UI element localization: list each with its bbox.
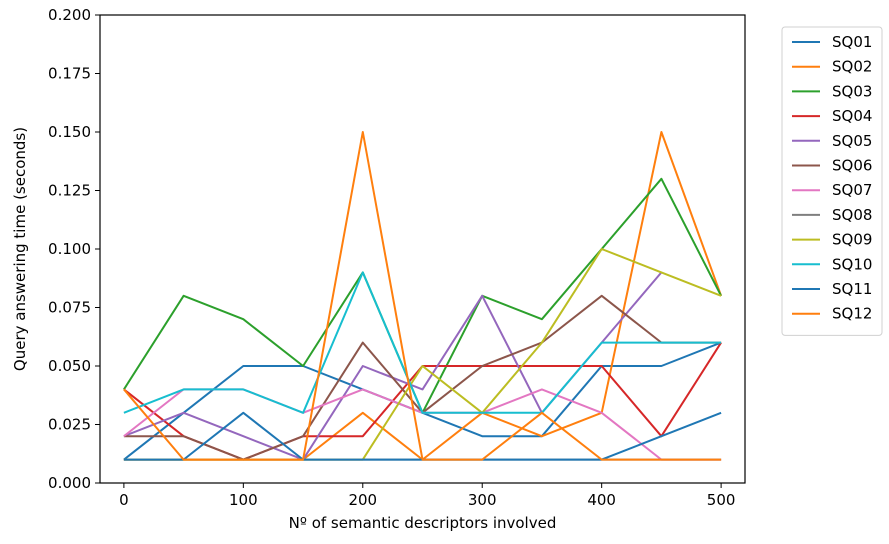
y-tick-label: 0.050 — [48, 357, 91, 375]
series-line-sq03 — [123, 177, 722, 414]
y-tick-label: 0.000 — [48, 474, 91, 492]
y-tick-label: 0.150 — [48, 123, 91, 141]
y-axis: 0.000 0.025 0.050 0.075 0.100 0.125 0.150 0.175… — [48, 6, 100, 492]
legend-label-sq12: SQ12 — [832, 305, 872, 323]
x-tick-label: 400 — [587, 491, 616, 509]
x-tick-label: 0 — [119, 491, 129, 509]
series-line-sq09 — [123, 248, 722, 461]
legend-label-sq11: SQ11 — [832, 280, 872, 298]
x-tick-label: 300 — [468, 491, 497, 509]
y-axis-label: Query answering time (seconds) — [11, 127, 29, 371]
x-tick-label: 500 — [707, 491, 736, 509]
legend-label-sq08: SQ08 — [832, 206, 872, 224]
y-tick-label: 0.125 — [48, 182, 91, 200]
x-tick-label: 200 — [348, 491, 377, 509]
legend-label-sq09: SQ09 — [832, 231, 872, 249]
y-tick-label: 0.100 — [48, 240, 91, 258]
series-lines — [123, 131, 723, 461]
legend-label-sq01: SQ01 — [832, 33, 872, 51]
series-line-sq10 — [123, 271, 722, 414]
y-tick-label: 0.075 — [48, 299, 91, 317]
legend-label-sq07: SQ07 — [832, 181, 872, 199]
y-tick-label: 0.175 — [48, 65, 91, 83]
y-tick-label: 0.025 — [48, 416, 91, 434]
legend-label-sq05: SQ05 — [832, 132, 872, 150]
series-line-sq04 — [123, 342, 722, 461]
legend-label-sq06: SQ06 — [832, 157, 872, 175]
y-tick-label: 0.200 — [48, 6, 91, 24]
legend-label-sq02: SQ02 — [832, 58, 872, 76]
legend: SQ01 SQ02 SQ03 SQ04 SQ05 SQ06 SQ07 SQ08 SQ09 SQ10… — [781, 26, 883, 336]
legend-label-sq03: SQ03 — [832, 82, 872, 100]
x-tick-label: 100 — [229, 491, 258, 509]
legend-label-sq04: SQ04 — [832, 107, 872, 125]
x-axis: 0 100 200 300 400 500 — [119, 483, 735, 509]
legend-box — [781, 26, 883, 336]
x-axis-label: Nº of semantic descriptors involved — [289, 514, 557, 532]
series-line-sq12 — [123, 131, 722, 461]
legend-label-sq10: SQ10 — [832, 255, 872, 273]
